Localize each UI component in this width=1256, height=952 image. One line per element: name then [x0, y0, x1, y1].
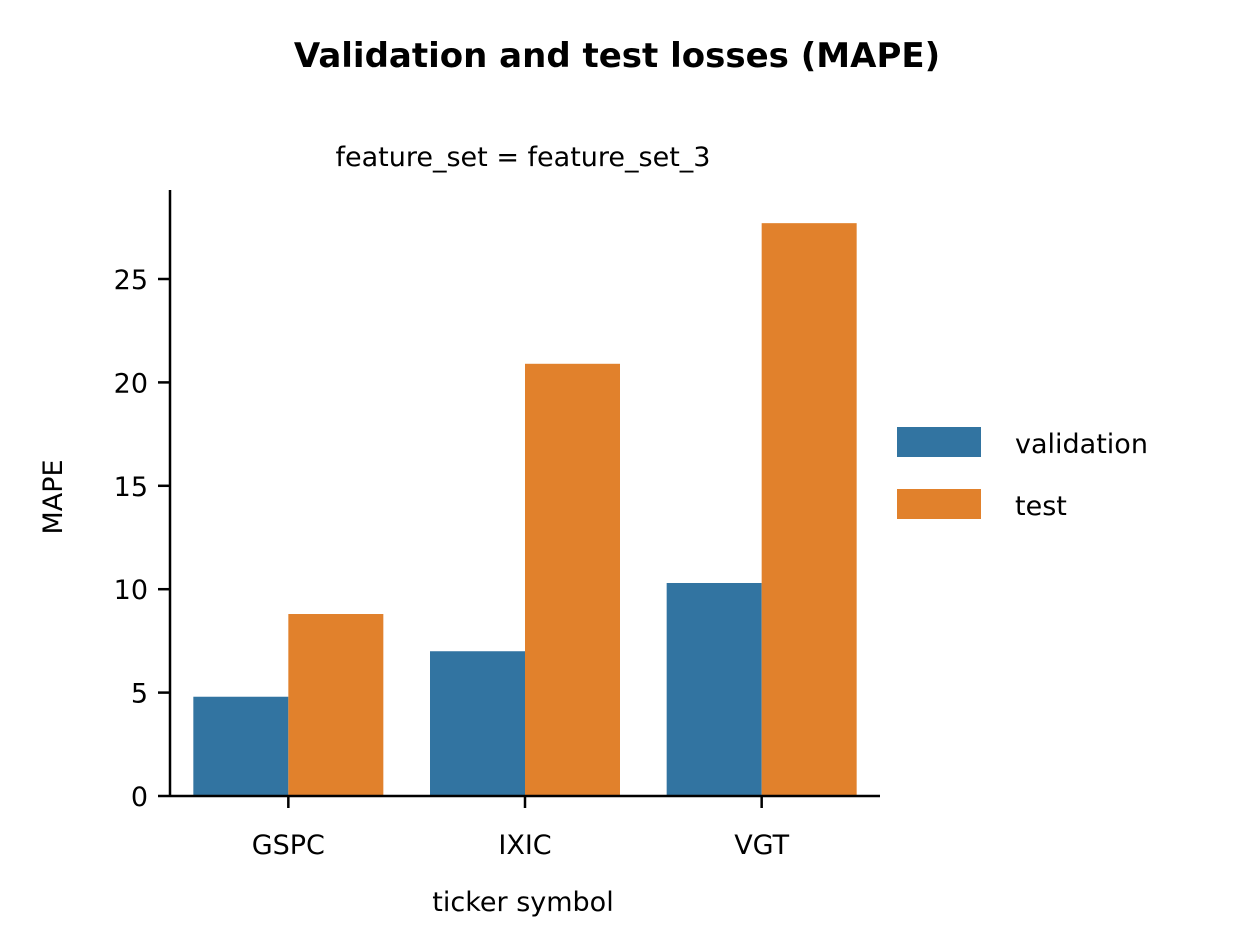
- y-tick-label: 0: [131, 782, 148, 813]
- y-tick-label: 25: [114, 265, 148, 296]
- legend-swatch-test: [897, 489, 981, 519]
- chart-title: Validation and test losses (MAPE): [294, 36, 940, 76]
- x-axis: GSPC IXIC VGT: [170, 794, 880, 861]
- y-axis: 0 5 10 15 20 25: [114, 190, 172, 813]
- bars-group: [193, 223, 857, 796]
- y-tick-label: 5: [131, 679, 148, 710]
- y-tick-label: 20: [114, 368, 148, 399]
- x-tick-label-ixic: IXIC: [498, 830, 551, 861]
- legend: validation test: [897, 427, 1148, 522]
- facet-subtitle: feature_set = feature_set_3: [336, 142, 711, 173]
- legend-label-validation: validation: [1015, 429, 1148, 460]
- bar-test-vgt: [761, 223, 857, 796]
- bar-validation-gspc: [193, 696, 289, 796]
- y-axis-label: MAPE: [38, 459, 69, 534]
- legend-swatch-validation: [897, 427, 981, 457]
- x-tick-label-vgt: VGT: [734, 830, 789, 861]
- bar-test-ixic: [525, 363, 620, 796]
- bar-test-gspc: [288, 614, 384, 796]
- bar-validation-vgt: [666, 582, 762, 796]
- x-tick-label-gspc: GSPC: [252, 830, 325, 861]
- y-tick-label: 15: [114, 472, 148, 503]
- x-axis-label: ticker symbol: [432, 887, 613, 918]
- y-tick-label: 10: [114, 575, 148, 606]
- bar-validation-ixic: [430, 651, 525, 796]
- legend-label-test: test: [1015, 491, 1067, 522]
